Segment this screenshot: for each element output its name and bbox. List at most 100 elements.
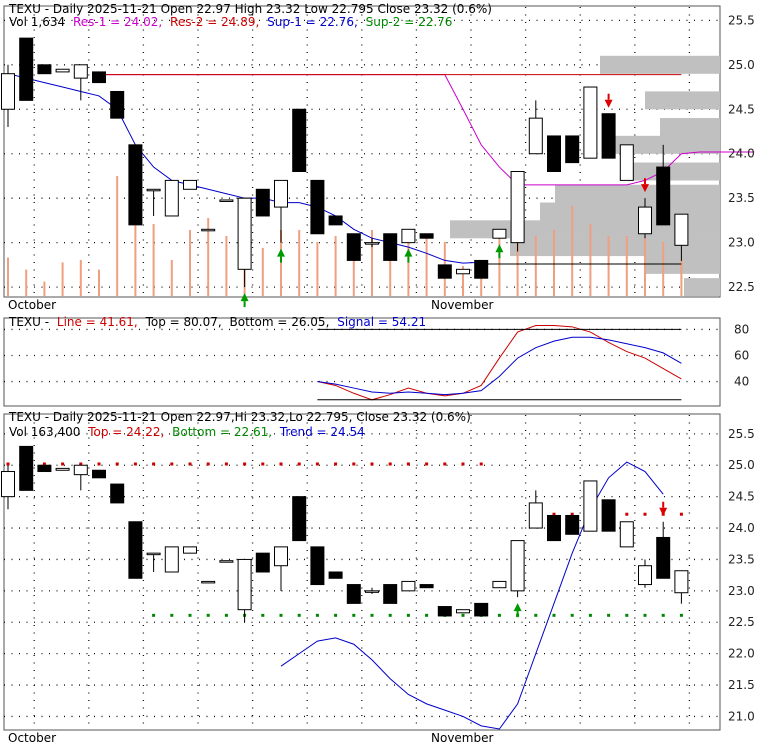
price-candles — [1, 37, 689, 288]
top-dot — [297, 462, 301, 466]
trend-candle-body — [183, 546, 197, 554]
candle-body — [73, 64, 88, 79]
trend-candle-body — [619, 521, 634, 548]
top-dot — [188, 462, 192, 466]
top-dot — [206, 462, 210, 466]
volume-bar — [280, 230, 282, 296]
trend-line-path — [280, 461, 664, 730]
trend-candle-body — [73, 464, 88, 476]
x-label-october-1: October — [8, 298, 56, 312]
candle-body — [219, 199, 234, 202]
trend-candle-body — [346, 584, 361, 604]
trend-candle-body — [92, 469, 106, 479]
trend-axis: 25.5 25.0 24.5 24.0 23.5 23.0 22.5 22.0 21.5 21.0 — [728, 427, 755, 724]
trend-candles — [1, 445, 689, 623]
trend-candle-body — [547, 514, 561, 542]
volume-bar — [7, 257, 9, 296]
candle-body — [110, 90, 125, 119]
panel3-bottom-label: Bottom = 22.61, — [172, 425, 272, 439]
top-dot — [315, 462, 319, 466]
top-dot-recent — [625, 512, 629, 516]
oscillator-tick-label: 80 — [734, 322, 749, 336]
trend-candle-body — [219, 560, 234, 563]
volume-bar — [553, 230, 555, 296]
trend-candle-body — [638, 565, 652, 586]
volume-bar — [43, 281, 46, 296]
bottom-dot — [497, 613, 501, 617]
volume-bar — [189, 230, 191, 296]
top-dot — [79, 462, 83, 466]
bottom-dot — [388, 613, 392, 617]
panel3-title: TEXU - Daily 2025-11-21 Open 22.97,Hi 23… — [8, 410, 471, 424]
bottom-dot — [588, 613, 592, 617]
x-label-october-2: October — [8, 731, 56, 745]
candle-body — [255, 188, 270, 217]
candle-body — [547, 135, 561, 173]
bottom-label: Bottom = 26.05, — [230, 315, 330, 329]
sell-arrow-head — [641, 184, 649, 193]
candle-body — [55, 68, 70, 73]
trend-candle-body — [1, 471, 15, 498]
volume-bar — [61, 262, 64, 296]
oscillator-tick-label: 60 — [734, 348, 749, 362]
sup2-label: Sup-2 = 22.76 — [366, 15, 453, 29]
bottom-dot — [206, 613, 210, 617]
top-dot — [461, 462, 465, 466]
oscillator-tick-label: 40 — [734, 375, 749, 389]
panel3-volume-label: Vol 163,400 — [9, 425, 80, 439]
trend-line — [280, 461, 664, 730]
top-dot — [388, 462, 392, 466]
profile-bar — [555, 184, 720, 203]
volume-bar — [498, 236, 501, 296]
trend-candle-body — [201, 580, 216, 584]
panel2-legend: TEXU - Line = 41.61, Top = 80.07, Bottom… — [8, 315, 426, 329]
top-label: Top = 80.07, — [145, 315, 222, 329]
top-dot-recent — [643, 512, 647, 516]
oscillator-panel: 80 60 40 TEXU - Line = 41.61, Top = 80.07,… — [3, 315, 749, 407]
trend-candle-body — [19, 445, 34, 491]
candle-body — [164, 179, 179, 217]
panel3-header: TEXU - Daily 2025-11-21 Open 22.97,Hi 23… — [8, 410, 471, 424]
buy-arrow-head — [404, 248, 413, 257]
volume-bar — [589, 224, 592, 296]
trend-candle-body — [164, 546, 179, 573]
trend-candle-body — [492, 580, 507, 589]
candle-body — [638, 206, 652, 235]
candle-body — [310, 179, 325, 235]
volume-bar — [462, 266, 464, 296]
trend-candle-body — [365, 590, 379, 593]
candle-body — [583, 86, 598, 159]
sup1-label: Sup-1 = 22.76, — [267, 15, 358, 29]
bottom-dot — [570, 613, 574, 617]
trend-candle-body — [456, 609, 470, 614]
buy-arrow-head — [277, 248, 285, 257]
profile-bar — [615, 135, 720, 154]
trend-candle-body — [474, 602, 489, 617]
candle-body — [674, 213, 689, 246]
volume-bar — [152, 224, 155, 296]
trend-candle-body — [55, 467, 70, 471]
top-dot — [243, 462, 247, 466]
top-dot — [6, 462, 10, 466]
top-dot — [425, 462, 429, 466]
bottom-dot — [425, 613, 429, 617]
candle-body — [601, 113, 616, 159]
volume-label: Vol 1,634 — [9, 15, 65, 29]
volume-bars — [7, 176, 683, 296]
bottom-dot — [607, 613, 611, 617]
oscillator-signal-line — [317, 336, 682, 396]
candle-body — [456, 268, 470, 275]
trend-candle-body — [128, 521, 143, 579]
top-dot — [406, 462, 410, 466]
price-tick-label: 25.5 — [728, 13, 755, 27]
volume-bar — [625, 236, 628, 296]
res2-label: Res-2 = 24.89, — [170, 15, 259, 29]
oscillator-lines — [317, 325, 682, 401]
top-dot — [261, 462, 265, 466]
bottom-dot — [643, 613, 647, 617]
price-axis: 25.5 25.0 24.5 24.0 23.5 23.0 22.5 — [728, 13, 755, 294]
top-dot — [443, 462, 447, 466]
volume-bar — [225, 236, 228, 296]
volume-profile — [450, 55, 720, 297]
profile-bar — [510, 238, 720, 257]
